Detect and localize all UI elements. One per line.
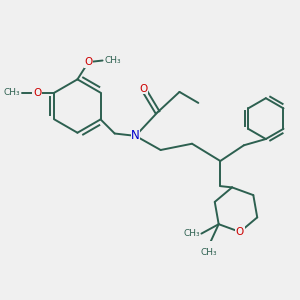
Text: N: N <box>131 129 140 142</box>
Text: CH₃: CH₃ <box>4 88 20 97</box>
Text: O: O <box>84 57 93 67</box>
Text: O: O <box>139 84 148 94</box>
Text: CH₃: CH₃ <box>104 56 121 65</box>
Text: O: O <box>236 227 244 237</box>
Text: CH₃: CH₃ <box>201 248 217 257</box>
Text: CH₃: CH₃ <box>183 229 200 238</box>
Text: O: O <box>33 88 41 98</box>
